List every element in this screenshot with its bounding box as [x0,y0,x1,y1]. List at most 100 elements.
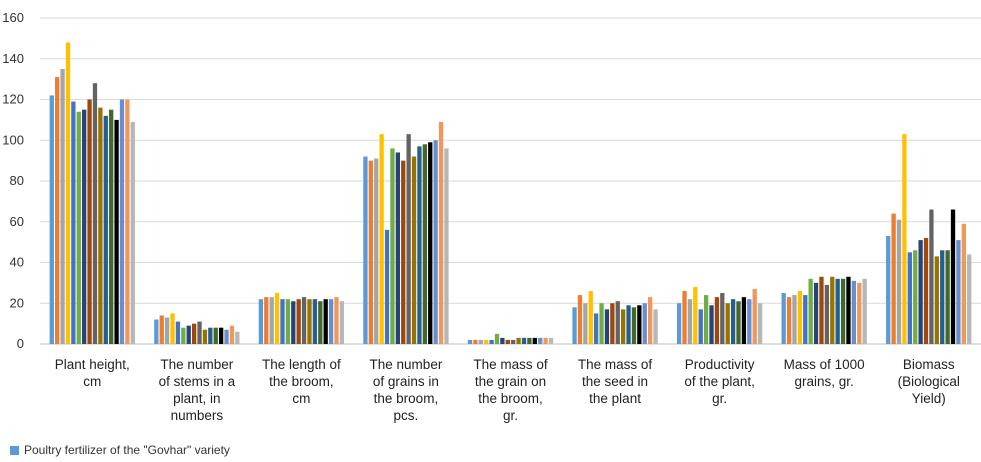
bar [444,148,449,344]
bar [886,236,891,344]
bar [527,337,532,344]
bar [307,299,312,344]
bar [368,160,373,344]
bar [175,321,181,344]
bar [428,142,433,344]
bar [82,109,87,344]
bar [610,303,615,344]
bar [682,291,687,344]
bar [862,278,867,344]
bar [929,209,934,344]
bar [197,321,202,344]
bar [757,303,763,344]
y-tick-label: 60 [10,214,24,229]
bar [653,309,658,344]
bar [543,337,548,344]
bar [961,223,966,344]
bar [473,339,478,344]
bar [49,95,54,344]
bar [594,313,599,344]
x-category-label: The number of stems in a plant, in numbers [159,357,236,423]
y-tick-label: 100 [2,132,24,147]
bar [846,276,851,344]
bar [532,337,537,344]
bar [379,134,384,344]
bar [583,303,588,344]
bar [164,317,170,344]
y-tick-label: 140 [2,51,24,66]
bar [621,309,626,344]
bar [235,331,240,344]
bar [940,250,945,344]
bar-group [676,286,763,344]
bar [274,293,280,344]
bar [411,156,417,344]
bar [741,297,747,344]
bar [318,301,323,344]
bars [49,42,972,345]
x-category-label: The number of grains in the broom, pcs. [370,357,443,423]
bar [258,299,264,344]
bar [548,337,554,344]
bar [747,299,752,344]
bar [406,134,411,344]
bar [328,299,334,344]
bar [417,146,422,344]
bar [950,209,956,344]
bar [902,134,907,344]
bar [720,293,725,344]
bar [60,68,65,344]
bar [786,297,792,344]
bar [797,291,803,344]
bar [516,337,521,344]
bar [521,337,527,344]
legend-swatch [10,445,19,455]
x-category-label: The mass of the grain on the broom, gr. [473,357,548,423]
bar-group [49,42,135,345]
bar [109,109,114,344]
y-tick-label: 0 [17,336,24,351]
bar [334,297,339,344]
bar [264,297,269,344]
bar [363,156,368,344]
bar [130,121,135,344]
bar [98,107,103,345]
bar [55,77,60,345]
bar [154,319,159,344]
bar [824,284,830,344]
bar [390,148,395,344]
bar [626,305,631,344]
bar [698,309,703,344]
bar [637,305,642,344]
bar [467,339,473,344]
bar [588,291,593,344]
x-category-label: Mass of 1000 grains, gr. [784,357,865,389]
bar [280,299,285,344]
bar [599,303,604,344]
bar [202,329,208,344]
bar [65,42,71,344]
bar [792,295,797,344]
bar [269,297,274,344]
bar [186,325,191,344]
bar [301,297,307,344]
bar [401,160,406,344]
bar [229,325,235,344]
bar [819,276,824,344]
y-axis-tick-labels: 0 20 40 60 80 100 120 140 160 [2,10,24,351]
bar [494,333,500,344]
x-category-label: Productivity of the plant, gr. [684,357,755,406]
bar [218,327,224,344]
legend-label: Poultry fertilizer of the "Govhar" varie… [24,443,230,457]
bar [159,315,164,344]
bar [577,295,583,344]
bar [181,327,186,344]
bar [374,158,379,344]
bar [438,121,444,344]
x-axis-category-labels: Plant height, cm The number of stems in a pl… [55,357,960,423]
bar [830,276,835,344]
bar [76,111,81,344]
y-tick-label: 80 [10,173,24,188]
bar [687,299,693,344]
bar [500,337,505,344]
